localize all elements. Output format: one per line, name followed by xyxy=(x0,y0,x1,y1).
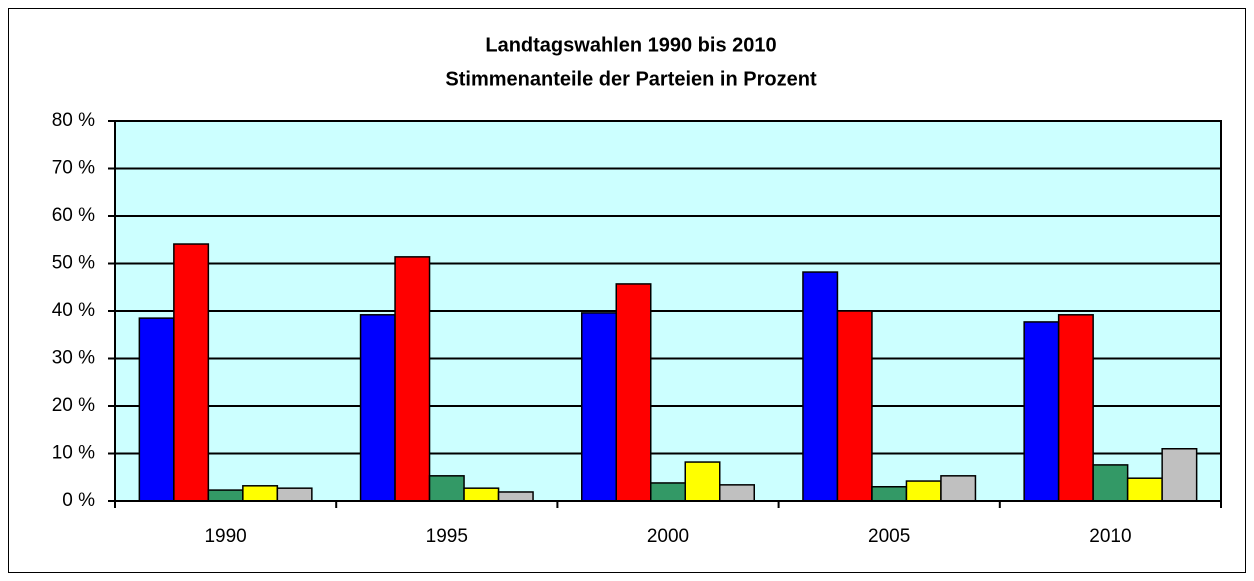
y-tick-label: 30 % xyxy=(52,348,95,369)
x-tick-label: 1990 xyxy=(204,526,246,547)
x-tick-label: 1995 xyxy=(426,526,468,547)
x-tick-label: 2005 xyxy=(868,526,910,547)
bar xyxy=(1092,464,1129,502)
bar xyxy=(719,484,755,502)
x-tick-label: 2010 xyxy=(1089,526,1131,547)
bar xyxy=(276,487,313,502)
bar xyxy=(684,461,721,502)
bar xyxy=(207,489,244,502)
bar xyxy=(1161,448,1198,502)
y-tick-label: 60 % xyxy=(52,205,95,226)
bar xyxy=(650,482,686,502)
bar xyxy=(905,480,942,502)
bar xyxy=(394,256,431,502)
bar xyxy=(359,314,396,502)
bar xyxy=(581,312,617,502)
chart-subtitle: Stimmenanteile der Parteien in Prozent xyxy=(445,68,817,90)
x-tick-label: 2000 xyxy=(647,526,689,547)
bar xyxy=(1126,477,1163,502)
bar xyxy=(497,491,534,502)
bar xyxy=(836,310,873,502)
bar xyxy=(1057,314,1094,502)
y-tick-label: 10 % xyxy=(52,443,95,464)
y-tick-label: 50 % xyxy=(52,253,95,274)
bar xyxy=(173,243,210,502)
chart-title: Landtagswahlen 1990 bis 2010 xyxy=(485,34,776,56)
bar xyxy=(463,487,500,502)
bar xyxy=(871,486,908,502)
y-tick-label: 70 % xyxy=(52,158,95,179)
plot-border xyxy=(114,120,1222,502)
y-tick-label: 80 % xyxy=(52,110,95,131)
y-tick-label: 20 % xyxy=(52,395,95,416)
bar xyxy=(428,475,465,502)
y-tick-label: 40 % xyxy=(52,300,95,321)
bar xyxy=(138,317,175,502)
bar xyxy=(1023,321,1060,502)
bar xyxy=(802,271,839,502)
bar xyxy=(940,475,977,502)
bar xyxy=(615,283,652,502)
bar xyxy=(242,485,279,502)
y-tick-label: 0 % xyxy=(62,490,95,511)
